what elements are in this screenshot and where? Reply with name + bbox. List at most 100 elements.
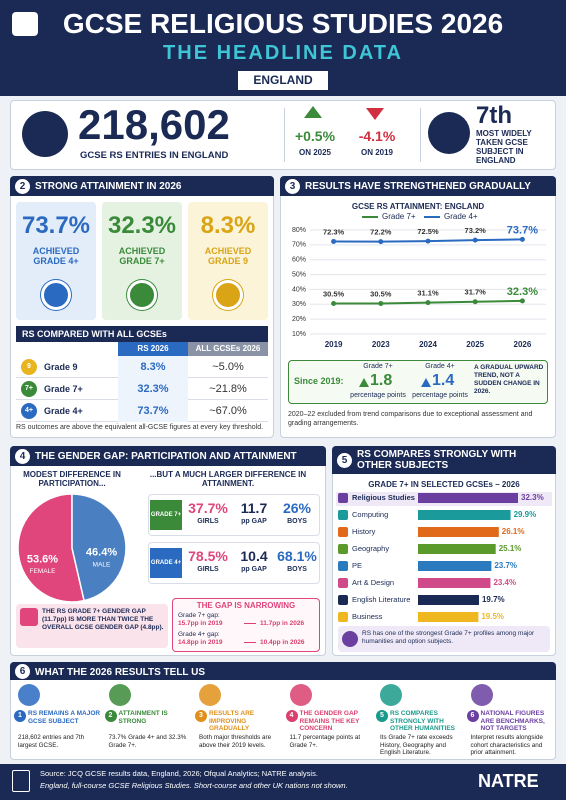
narrowing-label: Grade 4+ gap:: [178, 631, 220, 638]
since-box: [288, 360, 548, 404]
item-number: 1: [14, 710, 26, 722]
section-title: WHAT THE 2026 RESULTS TELL US: [35, 667, 206, 678]
point: [378, 239, 384, 245]
grade-tag: GRADE 4+: [150, 548, 182, 578]
up-arrow: [421, 378, 431, 387]
boys-label: BOYS: [287, 566, 307, 573]
x-tick-label: 2019: [325, 340, 343, 349]
bar: [418, 595, 479, 605]
item-title: THE GENDER GAP REMAINS THE KEY CONCERN: [299, 710, 360, 732]
narrowing-from: 15.7pp in 2019: [178, 620, 223, 627]
change-2019: -4.1%: [358, 128, 396, 144]
since-value: 1.4: [432, 372, 455, 389]
item-icon: [199, 684, 221, 706]
compare-note-box: [338, 626, 550, 652]
narrowing-to: 11.7pp in 2026: [260, 620, 305, 627]
all-value: ~21.8%: [209, 383, 247, 395]
document-icon: [12, 770, 30, 792]
boys-value: 68.1%: [277, 548, 317, 564]
category-label: Art & Design: [352, 578, 394, 587]
bar: [418, 561, 492, 571]
grade-tag: GRADE 7+: [150, 500, 182, 530]
rank-label: MOST WIDELY TAKEN GCSE SUBJECT IN ENGLAN…: [476, 129, 532, 165]
value-label: 23.4%: [493, 578, 516, 587]
bar: [418, 527, 499, 537]
logo: NATRE: [478, 771, 539, 791]
arrow: [244, 642, 256, 643]
divider: [284, 108, 285, 162]
table-title: RS COMPARED WITH ALL GCSEs: [16, 326, 268, 342]
value-label: 30.5%: [323, 290, 345, 299]
slice-label: FEMALE: [29, 568, 56, 575]
narrowing-from: 14.8pp in 2019: [178, 639, 223, 646]
stat-value: 32.3%: [107, 212, 177, 239]
rs-value: 8.3%: [118, 356, 188, 378]
girls-value: 37.7%: [188, 500, 228, 516]
y-tick-label: 50%: [292, 271, 306, 278]
section-number: 6: [15, 663, 30, 679]
megaphone-icon: [20, 608, 38, 626]
y-tick-label: 10%: [292, 331, 306, 338]
point: [519, 236, 525, 242]
grade-name: Grade 7+: [44, 384, 83, 394]
people-icon: [22, 111, 68, 157]
gap-value: 10.4: [240, 548, 268, 564]
quote-icon: [12, 12, 38, 36]
girls-value: 78.5%: [188, 548, 228, 564]
all-value: ~67.0%: [209, 405, 247, 417]
chart-title: GCSE RS ATTAINMENT: ENGLAND: [351, 202, 485, 211]
gap-row: [148, 494, 320, 536]
subject-icon: [338, 544, 348, 554]
trophy-icon: [428, 112, 470, 154]
since-comment: A GRADUAL UPWARD TREND, NOT A SUDDEN CHA…: [474, 364, 544, 395]
gap-row: [148, 542, 320, 584]
item-text: 73.7% Grade 4+ and 32.3% Grade 7+.: [108, 734, 187, 749]
x-tick-label: 2024: [419, 340, 437, 349]
girls-label: GIRLS: [197, 566, 219, 573]
slice-value: 53.6%: [27, 553, 58, 565]
grade-name: Grade 9: [44, 362, 78, 372]
category-label: History: [352, 527, 376, 536]
y-tick-label: 80%: [292, 227, 306, 234]
callout: [16, 604, 168, 648]
item-icon: [108, 684, 131, 706]
section-header: [10, 176, 274, 196]
entries-value: 218,602: [78, 101, 230, 148]
point: [425, 238, 431, 244]
since-unit: percentage points: [412, 392, 468, 399]
point: [519, 298, 525, 304]
subject-icon: [338, 612, 348, 622]
category-label: Religious Studies: [352, 493, 415, 502]
right-heading: ...BUT A MUCH LARGER DIFFERENCE IN ATTAI…: [149, 470, 307, 488]
item-text: Its Grade 7+ rate exceeds History, Geogr…: [380, 734, 453, 756]
down-arrow: [366, 108, 384, 120]
section-header: [280, 176, 556, 196]
item-title: RESULTS ARE IMPROVING GRADUALLY: [209, 710, 255, 732]
star-icon: [342, 631, 358, 647]
section-header: [10, 662, 556, 680]
bar: [418, 510, 511, 520]
left-heading: MODEST DIFFERENCE IN PARTICIPATION...: [23, 470, 121, 488]
item-number: 5: [376, 710, 388, 722]
change-2019-label: ON 2019: [360, 148, 394, 157]
medal-icon: [41, 280, 71, 310]
value-label: 32.3%: [507, 286, 538, 298]
value-label: 19.7%: [482, 595, 505, 604]
change-2025-label: ON 2025: [298, 148, 332, 157]
subject-icon: [338, 595, 348, 605]
x-tick-label: 2025: [466, 340, 484, 349]
point: [472, 299, 478, 305]
section-number: 4: [15, 448, 30, 464]
point: [331, 238, 337, 244]
gap-label: pp GAP: [241, 518, 267, 525]
y-tick-label: 60%: [292, 257, 306, 264]
chart-subtitle: GRADE 7+ IN SELECTED GCSEs – 2026: [368, 480, 520, 489]
footer: [0, 764, 566, 800]
pie-chart: 53.6% FEMALE 46.4% MALE: [17, 493, 127, 603]
item-number: 4: [285, 710, 298, 722]
since-grade: Grade 4+: [425, 363, 455, 370]
table-header: ALL GCSEs 2026: [188, 342, 268, 356]
y-tick-label: 30%: [292, 301, 306, 308]
section-title: RS COMPARES STRONGLY WITH OTHER SUBJECTS: [357, 449, 517, 471]
scope-text: England, full-course GCSE Religious Stud…: [40, 781, 348, 790]
